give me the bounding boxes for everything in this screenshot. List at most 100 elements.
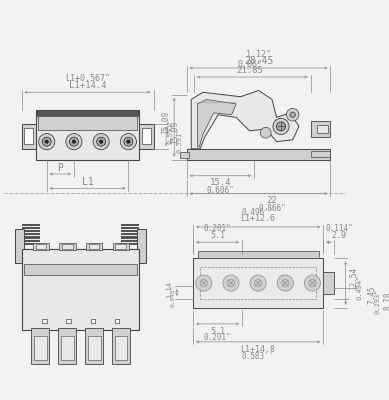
Text: 15.09: 15.09 — [161, 111, 170, 134]
Circle shape — [277, 275, 293, 291]
Bar — [23, 233, 40, 236]
Circle shape — [227, 280, 235, 287]
Bar — [115, 336, 128, 360]
Bar — [62, 244, 73, 249]
Text: P: P — [57, 163, 63, 173]
Text: 2.9: 2.9 — [332, 230, 347, 240]
Text: 0.494": 0.494" — [356, 275, 362, 300]
Circle shape — [69, 137, 79, 146]
Bar — [137, 229, 146, 263]
Text: 0.293": 0.293" — [374, 288, 380, 314]
Circle shape — [260, 127, 271, 138]
Bar — [200, 267, 316, 299]
Circle shape — [99, 140, 103, 144]
Bar — [89, 244, 100, 249]
Circle shape — [72, 140, 76, 144]
Polygon shape — [191, 90, 299, 149]
Text: 0.866": 0.866" — [258, 204, 286, 212]
Text: L1+12.6: L1+12.6 — [241, 214, 276, 223]
Circle shape — [39, 134, 55, 150]
Circle shape — [42, 137, 51, 146]
Text: 0.496'': 0.496'' — [242, 208, 274, 217]
Bar — [112, 243, 129, 250]
Bar — [23, 240, 40, 242]
Circle shape — [304, 275, 321, 291]
Polygon shape — [198, 100, 236, 147]
Bar — [24, 264, 137, 274]
Bar — [311, 121, 330, 137]
Bar — [24, 128, 33, 144]
Circle shape — [66, 134, 82, 150]
Bar — [142, 128, 151, 144]
Bar — [112, 328, 130, 364]
Bar — [42, 318, 47, 323]
Bar — [121, 236, 139, 239]
Text: 8.78: 8.78 — [383, 291, 389, 310]
Text: 1.12": 1.12" — [246, 50, 271, 59]
Bar — [88, 336, 100, 360]
Bar — [58, 328, 76, 364]
Bar — [23, 236, 40, 239]
Bar — [33, 243, 49, 250]
Bar — [35, 244, 46, 249]
Bar — [32, 328, 49, 364]
Text: 15.4: 15.4 — [210, 178, 231, 188]
Bar — [311, 151, 330, 157]
Text: 21.85: 21.85 — [236, 66, 263, 75]
Text: 0.201": 0.201" — [203, 333, 231, 342]
Text: L1+14.8: L1+14.8 — [241, 344, 276, 354]
Text: 1.14: 1.14 — [166, 281, 172, 298]
Text: 5.1: 5.1 — [210, 230, 225, 240]
Bar — [60, 243, 75, 250]
Bar — [121, 243, 139, 245]
Text: 12.54: 12.54 — [349, 267, 358, 290]
Circle shape — [96, 137, 106, 146]
Text: L1+0.567": L1+0.567" — [65, 74, 110, 83]
Text: 22: 22 — [266, 196, 277, 205]
Text: 0.591": 0.591" — [168, 118, 173, 144]
Bar — [38, 116, 137, 130]
Circle shape — [93, 134, 109, 150]
Bar — [115, 244, 126, 249]
Bar — [193, 258, 323, 308]
Bar — [121, 240, 139, 242]
Text: 0.114": 0.114" — [326, 224, 353, 233]
Circle shape — [45, 140, 49, 144]
Text: 0.045": 0.045" — [171, 285, 176, 307]
Circle shape — [124, 137, 133, 146]
Circle shape — [309, 280, 316, 287]
Circle shape — [277, 122, 286, 131]
Circle shape — [223, 275, 239, 291]
Bar — [323, 272, 334, 294]
Text: 0.591": 0.591" — [177, 127, 182, 152]
Text: 0.201": 0.201" — [203, 224, 231, 233]
Bar — [23, 243, 40, 245]
Bar — [23, 249, 139, 330]
Text: 5.1: 5.1 — [210, 326, 225, 336]
Text: L1+14.4: L1+14.4 — [69, 80, 106, 90]
Bar — [91, 318, 95, 323]
Text: 0.606": 0.606" — [207, 186, 234, 195]
Bar — [115, 318, 119, 323]
Circle shape — [250, 275, 266, 291]
Text: 0.86": 0.86" — [237, 60, 262, 69]
Bar — [85, 328, 103, 364]
Bar — [61, 336, 74, 360]
Bar — [121, 224, 139, 226]
Circle shape — [200, 280, 207, 287]
Bar — [23, 227, 40, 229]
Circle shape — [290, 112, 295, 118]
Text: 28.45: 28.45 — [244, 56, 273, 66]
Bar — [121, 230, 139, 232]
Circle shape — [273, 118, 289, 134]
Bar — [317, 126, 328, 133]
Bar — [34, 336, 47, 360]
Bar — [121, 233, 139, 236]
Bar — [86, 243, 102, 250]
Text: 7.45: 7.45 — [367, 286, 376, 304]
Text: L1: L1 — [82, 177, 93, 187]
Bar — [198, 251, 319, 258]
Bar — [121, 227, 139, 229]
Circle shape — [196, 275, 212, 291]
Bar — [15, 229, 24, 263]
